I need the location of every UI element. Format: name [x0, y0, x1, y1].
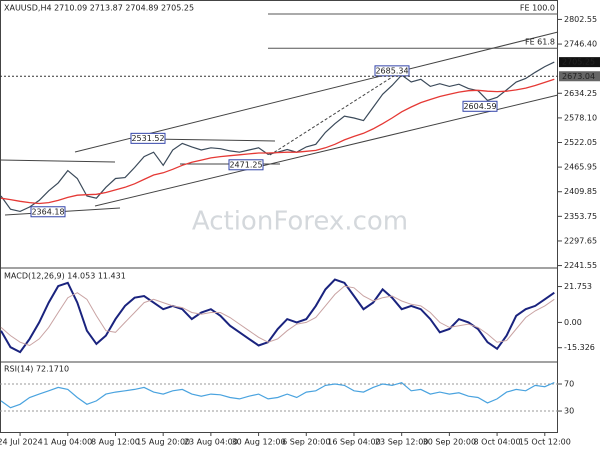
y-tick-label: 2746.40	[564, 40, 597, 49]
zigzag	[269, 71, 401, 156]
y-tick-label: 30	[564, 407, 574, 416]
y-tick-label: 21.753	[564, 282, 592, 291]
x-tick-label: 15 Aug 20:00	[136, 438, 190, 447]
swing-label: 2685.34	[375, 66, 408, 75]
trend-lines	[0, 31, 559, 216]
x-tick-label: 8 Aug 12:00	[91, 438, 140, 447]
series-line	[0, 78, 555, 205]
plot-frame	[0, 0, 558, 433]
channel-upper	[74, 31, 559, 153]
y-tick-label: -15.326	[564, 343, 595, 352]
x-tick-label: 15 Oct 12:00	[519, 438, 571, 447]
x-tick-label: 24 Jul 2024	[0, 438, 43, 447]
range-line	[0, 159, 116, 163]
y-tick-label: 2802.55	[564, 15, 597, 24]
x-tick-label: 8 Oct 04:00	[474, 438, 521, 447]
x-tick-label: 23 Aug 04:00	[184, 438, 238, 447]
y-tick-label: 70	[564, 380, 574, 389]
y-tick-label: 2465.95	[564, 163, 597, 172]
series-line	[0, 278, 555, 354]
x-tick-label: 6 Sep 20:00	[282, 438, 330, 447]
x-tick-label: 30 Aug 12:00	[232, 438, 286, 447]
x-tick-label: 16 Sep 04:00	[327, 438, 380, 447]
swing-box	[462, 100, 498, 112]
panel-title: MACD(12,26,9) 14.053 11.431	[4, 272, 126, 281]
y-tick-label: 2522.05	[564, 138, 597, 147]
panel-title: RSI(14) 72.1710	[4, 365, 69, 374]
series-line	[0, 285, 555, 347]
series-line	[0, 61, 555, 213]
x-tick-label: 1 Aug 04:00	[43, 438, 92, 447]
swing-label: 2364.18	[31, 207, 64, 216]
y-tick-label: 2241.55	[564, 261, 597, 270]
y-tick-label: 2409.85	[564, 187, 597, 196]
swing-label: 2604.59	[463, 102, 496, 111]
y-tick-label: 2634.25	[564, 89, 597, 98]
y-tick-label: 2578.10	[564, 113, 597, 122]
y-tick-label: 2297.65	[564, 236, 597, 245]
channel-lower	[94, 94, 559, 207]
chart-title: XAUUSD,H4 2710.09 2713.87 2704.89 2705.2…	[4, 4, 194, 13]
swing-box	[228, 159, 264, 171]
swing-label: 2531.52	[131, 134, 164, 143]
x-tick-label: 23 Sep 12:00	[375, 438, 428, 447]
fib-label: FE 61.8	[525, 38, 555, 47]
fib-label: FE 100.0	[520, 3, 555, 12]
swing-box	[130, 132, 166, 144]
price-tag-label: 2705.25	[562, 58, 595, 67]
y-tick-label: 2353.75	[564, 212, 597, 221]
price-tag-label: 2673.04	[562, 72, 595, 81]
price-tag	[559, 71, 600, 82]
x-tick-label: 30 Sep 20:00	[423, 438, 476, 447]
swing-label: 2471.25	[229, 160, 262, 169]
price-tag	[559, 57, 600, 68]
y-tick-label: 0.00	[564, 318, 582, 327]
range-line	[149, 138, 276, 142]
series-line	[0, 381, 555, 409]
watermark: ActionForex.com	[192, 207, 408, 237]
swing-box	[30, 206, 66, 218]
